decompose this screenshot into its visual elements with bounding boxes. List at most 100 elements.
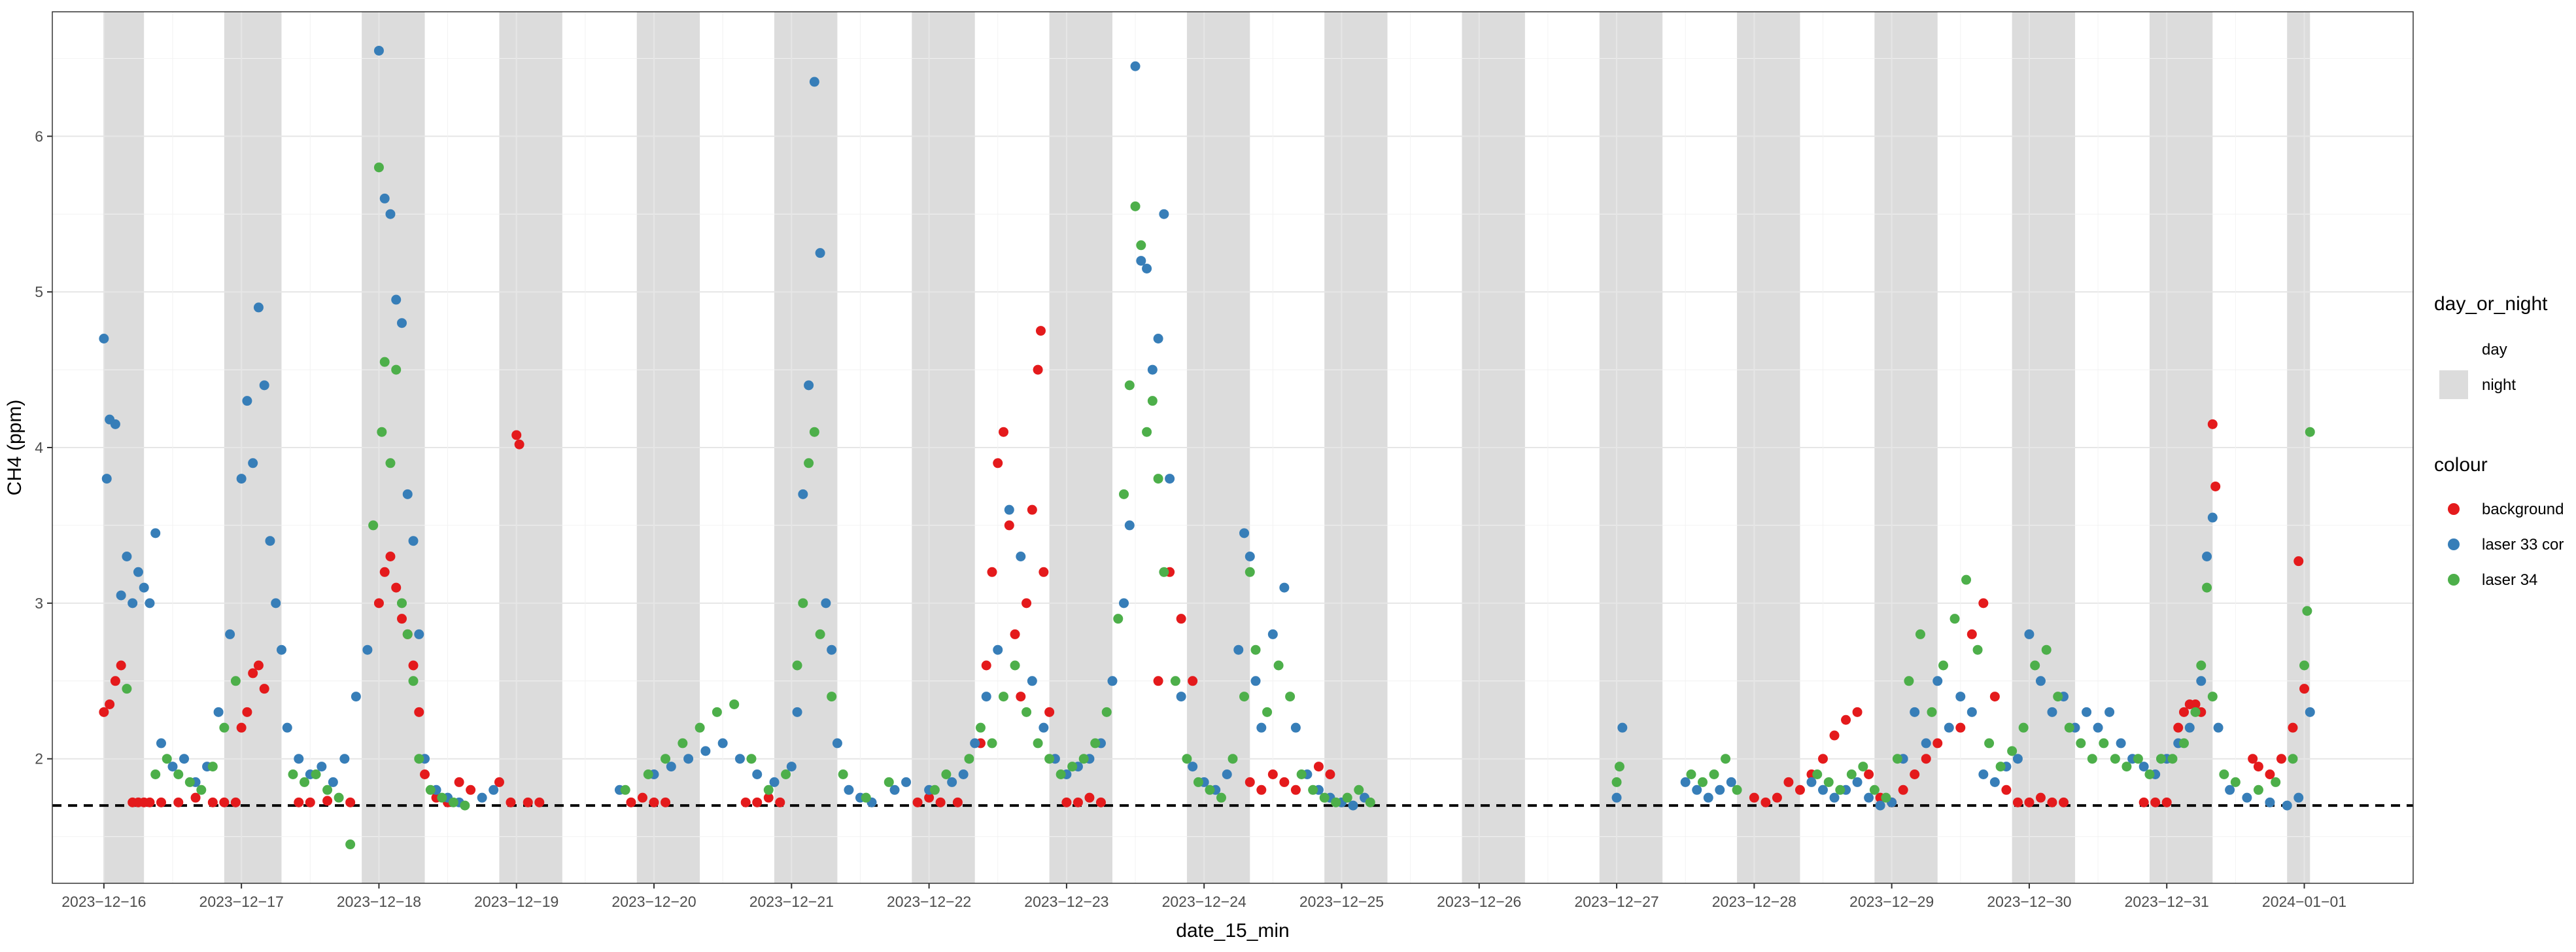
point-background <box>2265 769 2275 779</box>
point-laser-33-cor <box>2024 629 2035 639</box>
x-tick-label: 2023−12−17 <box>199 893 284 910</box>
point-laser-33-cor <box>265 536 275 546</box>
point-laser-34 <box>620 785 630 795</box>
point-background <box>2150 797 2161 807</box>
point-laser-34 <box>379 357 390 367</box>
point-background <box>385 552 396 561</box>
point-background <box>1978 598 1989 608</box>
point-background <box>345 797 356 807</box>
point-background <box>156 797 166 807</box>
point-laser-33-cor <box>2035 676 2046 686</box>
point-laser-34 <box>1365 797 1375 807</box>
point-laser-34 <box>368 520 379 531</box>
point-laser-34 <box>1611 777 1622 787</box>
point-laser-34 <box>1124 380 1135 391</box>
point-laser-33-cor <box>489 785 499 795</box>
point-laser-34 <box>408 676 419 686</box>
point-laser-33-cor <box>1233 644 1244 655</box>
point-laser-33-cor <box>179 754 190 764</box>
point-laser-34 <box>1858 762 1868 772</box>
point-laser-33-cor <box>1165 474 1175 484</box>
point-laser-33-cor <box>1267 629 1278 639</box>
point-laser-34 <box>1067 762 1078 772</box>
point-laser-33-cor <box>150 528 161 538</box>
point-laser-34 <box>2230 777 2241 787</box>
point-laser-33-cor <box>901 777 912 787</box>
point-laser-34 <box>2299 660 2310 671</box>
point-background <box>2179 707 2190 717</box>
point-laser-33-cor <box>1147 364 1158 375</box>
point-laser-33-cor <box>827 644 837 655</box>
point-laser-34 <box>1159 567 1169 577</box>
point-laser-33-cor <box>1852 777 1863 787</box>
y-tick-label: 5 <box>35 283 43 300</box>
point-laser-34 <box>1228 754 1238 764</box>
point-background <box>219 797 230 807</box>
x-tick-label: 2023−12−16 <box>61 893 146 910</box>
point-background <box>1313 762 1324 772</box>
point-laser-34 <box>300 777 310 787</box>
point-laser-34 <box>2110 754 2120 764</box>
point-laser-33-cor <box>213 707 224 717</box>
point-laser-33-cor <box>2225 785 2235 795</box>
point-background <box>2253 762 2263 772</box>
point-laser-33-cor <box>947 777 957 787</box>
point-laser-33-cor <box>2207 512 2218 523</box>
point-laser-33-cor <box>110 419 120 429</box>
legend-key-day <box>2439 335 2468 364</box>
point-background <box>466 785 476 795</box>
point-laser-34 <box>2302 606 2312 616</box>
point-laser-34 <box>1296 769 1307 779</box>
point-laser-33-cor <box>1864 792 1874 803</box>
point-background <box>173 797 184 807</box>
point-laser-33-cor <box>2202 552 2212 561</box>
point-laser-33-cor <box>1617 722 1628 733</box>
point-laser-33-cor <box>339 754 350 764</box>
point-laser-34 <box>1709 769 1719 779</box>
point-background <box>2190 699 2201 709</box>
point-laser-34 <box>334 792 344 803</box>
point-laser-34 <box>643 769 653 779</box>
point-laser-33-cor <box>993 644 1003 655</box>
point-laser-34 <box>230 676 241 686</box>
point-laser-34 <box>2196 660 2207 671</box>
point-background <box>1016 692 1026 702</box>
point-background <box>1910 769 1920 779</box>
x-tick-label: 2023−12−28 <box>1712 893 1796 910</box>
point-laser-34 <box>838 769 848 779</box>
point-laser-34 <box>2155 754 2166 764</box>
point-laser-34 <box>1170 676 1180 686</box>
point-background <box>1772 792 1782 803</box>
point-background <box>1153 676 1163 686</box>
point-laser-33-cor <box>276 644 286 655</box>
point-background <box>420 769 430 779</box>
point-laser-33-cor <box>2082 707 2092 717</box>
point-laser-34 <box>1216 792 1226 803</box>
point-background <box>1010 629 1020 639</box>
point-background <box>534 797 545 807</box>
y-axis-title: CH4 (ppm) <box>4 400 26 496</box>
point-laser-33-cor <box>1921 738 1931 749</box>
point-laser-34 <box>1113 614 1124 624</box>
point-laser-33-cor <box>809 77 819 87</box>
point-background <box>1898 785 1908 795</box>
point-background <box>1061 797 1072 807</box>
point-background <box>99 707 109 717</box>
point-background <box>1084 792 1095 803</box>
point-laser-34 <box>1022 707 1032 717</box>
point-background <box>1256 785 1267 795</box>
point-laser-34 <box>2018 722 2029 733</box>
point-laser-34 <box>941 769 952 779</box>
point-laser-33-cor <box>1966 707 1977 717</box>
point-background <box>190 792 201 803</box>
point-background <box>1245 777 1255 787</box>
point-background <box>379 567 390 577</box>
point-background <box>242 707 252 717</box>
point-laser-34 <box>2207 692 2218 702</box>
legend-key-night <box>2439 370 2468 399</box>
point-laser-33-cor <box>1944 722 1954 733</box>
point-laser-34 <box>1090 738 1101 749</box>
point-background <box>373 598 384 608</box>
point-laser-33-cor <box>2116 738 2126 749</box>
